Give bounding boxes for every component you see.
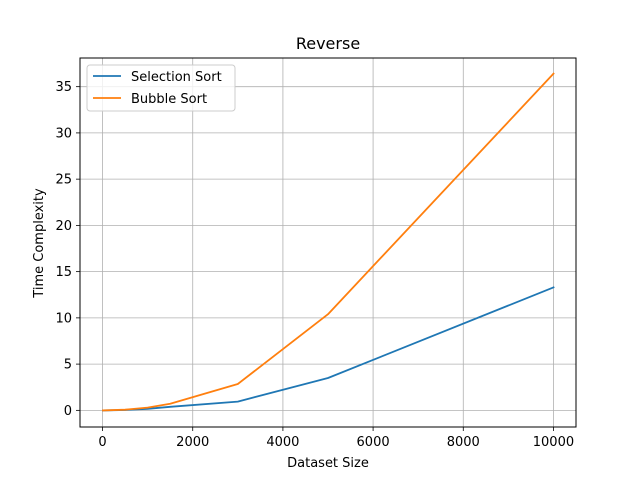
x-axis-label: Dataset Size	[287, 456, 369, 471]
y-tick-label: 30	[55, 126, 72, 141]
chart-title: Reverse	[296, 34, 360, 53]
y-tick-label: 10	[55, 311, 72, 326]
legend-box	[86, 64, 236, 112]
legend-label-selection-sort: Selection Sort	[131, 70, 222, 85]
y-tick-label: 20	[55, 219, 72, 234]
legend-label-bubble-sort: Bubble Sort	[131, 92, 207, 107]
x-tick-label: 6000	[357, 435, 390, 450]
y-tick-label: 25	[55, 173, 72, 188]
y-tick-label: 0	[64, 404, 72, 419]
series-lines	[102, 72, 555, 412]
grid	[80, 58, 576, 427]
legend: Selection Sort Bubble Sort	[86, 64, 236, 112]
x-tick-label: 8000	[447, 435, 480, 450]
y-tick-label: 5	[64, 358, 72, 373]
y-tick-label: 35	[55, 80, 72, 95]
y-axis-label: Time Complexity	[32, 188, 47, 299]
y-tick-label: 15	[55, 265, 72, 280]
x-tick-label: 2000	[176, 435, 209, 450]
series-line-bubble-sort	[102, 72, 555, 412]
x-tick-label: 10000	[533, 435, 574, 450]
x-tick-label: 4000	[266, 435, 299, 450]
y-axis: 0 5 10 15 20 25 30 35	[55, 80, 80, 419]
x-axis: 0 2000 4000 6000 8000 10000	[98, 427, 574, 450]
x-tick-label: 0	[98, 435, 106, 450]
plot-frame	[79, 57, 577, 428]
